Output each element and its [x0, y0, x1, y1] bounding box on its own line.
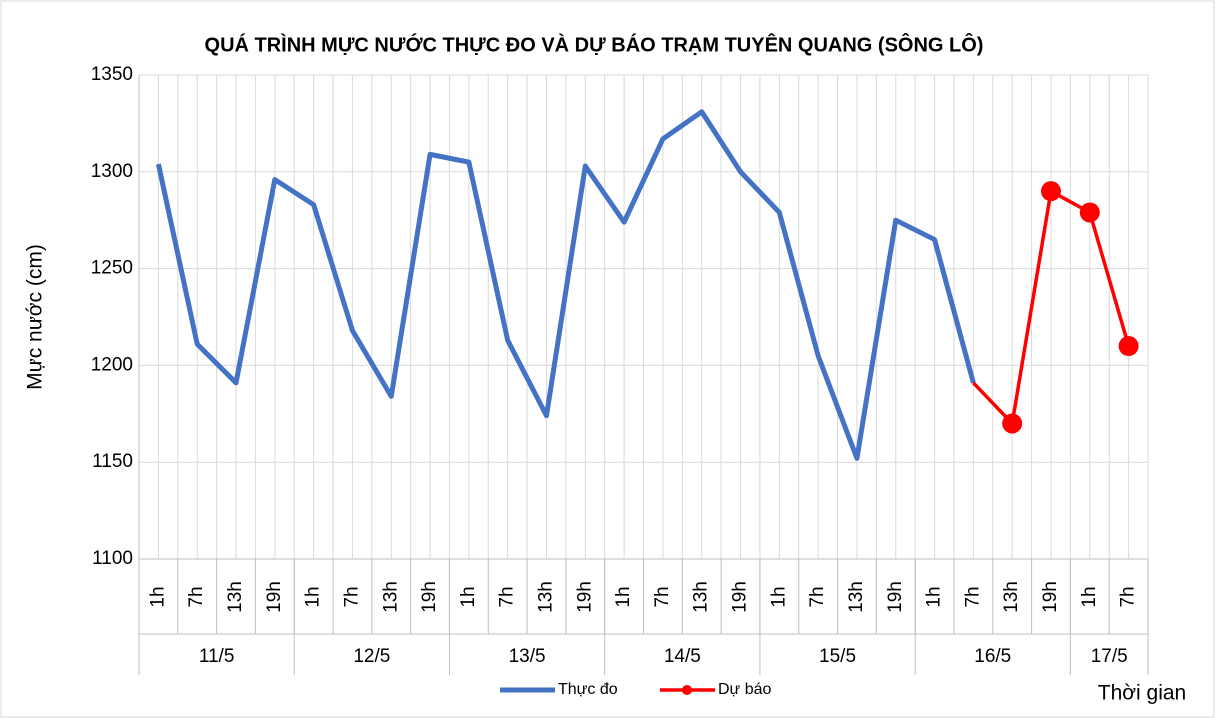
x-tick-label: 19h: [264, 581, 285, 613]
x-tick-label: 1h: [1079, 586, 1100, 607]
y-tick-label: 1200: [91, 354, 133, 375]
x-tick-label: 7h: [1118, 586, 1139, 607]
legend-marker: [682, 685, 692, 695]
chart-title: QUÁ TRÌNH MỰC NƯỚC THỰC ĐO VÀ DỰ BÁO TRẠ…: [205, 32, 984, 56]
x-tick-label: 1h: [613, 586, 634, 607]
x-axis-title: Thời gian: [1098, 682, 1186, 705]
group-label: 17/5: [1091, 646, 1128, 667]
group-label: 11/5: [199, 646, 235, 667]
x-tick-label: 13h: [691, 581, 712, 613]
marker: [1079, 202, 1100, 223]
x-tick-label: 7h: [341, 586, 362, 607]
x-tick-label: 13h: [535, 581, 556, 613]
x-tick-label: 13h: [1001, 581, 1022, 613]
x-tick-label: 1h: [458, 586, 479, 607]
x-tick-label: 13h: [380, 581, 401, 613]
y-tick-label: 1100: [92, 548, 133, 569]
x-tick-label: 19h: [419, 581, 440, 613]
marker: [1002, 413, 1023, 434]
legend-label: Thực đo: [558, 681, 618, 698]
x-tick-label: 7h: [186, 586, 207, 607]
x-tick-label: 7h: [962, 586, 983, 607]
y-tick-label: 1250: [91, 258, 133, 279]
x-tick-label: 7h: [652, 586, 673, 607]
x-tick-label: 19h: [1040, 581, 1061, 613]
x-tick-label: 1h: [768, 586, 789, 607]
x-tick-label: 13h: [846, 581, 867, 613]
y-axis-title: Mực nước (cm): [24, 244, 47, 390]
group-label: 15/5: [819, 646, 856, 667]
y-tick-label: 1300: [91, 161, 133, 182]
x-tick-label: 7h: [807, 586, 828, 607]
x-tick-label: 1h: [303, 586, 324, 607]
marker: [1040, 181, 1061, 202]
x-tick-label: 19h: [885, 581, 906, 613]
series-line: [155, 109, 976, 461]
group-label: 13/5: [509, 646, 546, 667]
group-label: 14/5: [664, 646, 701, 667]
y-tick-label: 1350: [91, 64, 133, 85]
x-tick-label: 7h: [497, 586, 518, 607]
x-tick-label: 19h: [730, 581, 751, 613]
group-label: 12/5: [353, 646, 390, 667]
x-tick-label: 1h: [924, 586, 945, 607]
x-tick-label: 1h: [147, 586, 168, 607]
x-tick-label: 13h: [225, 581, 246, 613]
marker: [1118, 336, 1139, 357]
group-label: 16/5: [974, 646, 1011, 667]
y-tick-label: 1150: [92, 451, 133, 472]
legend-label: Dự báo: [718, 681, 772, 698]
x-tick-label: 19h: [574, 581, 595, 613]
